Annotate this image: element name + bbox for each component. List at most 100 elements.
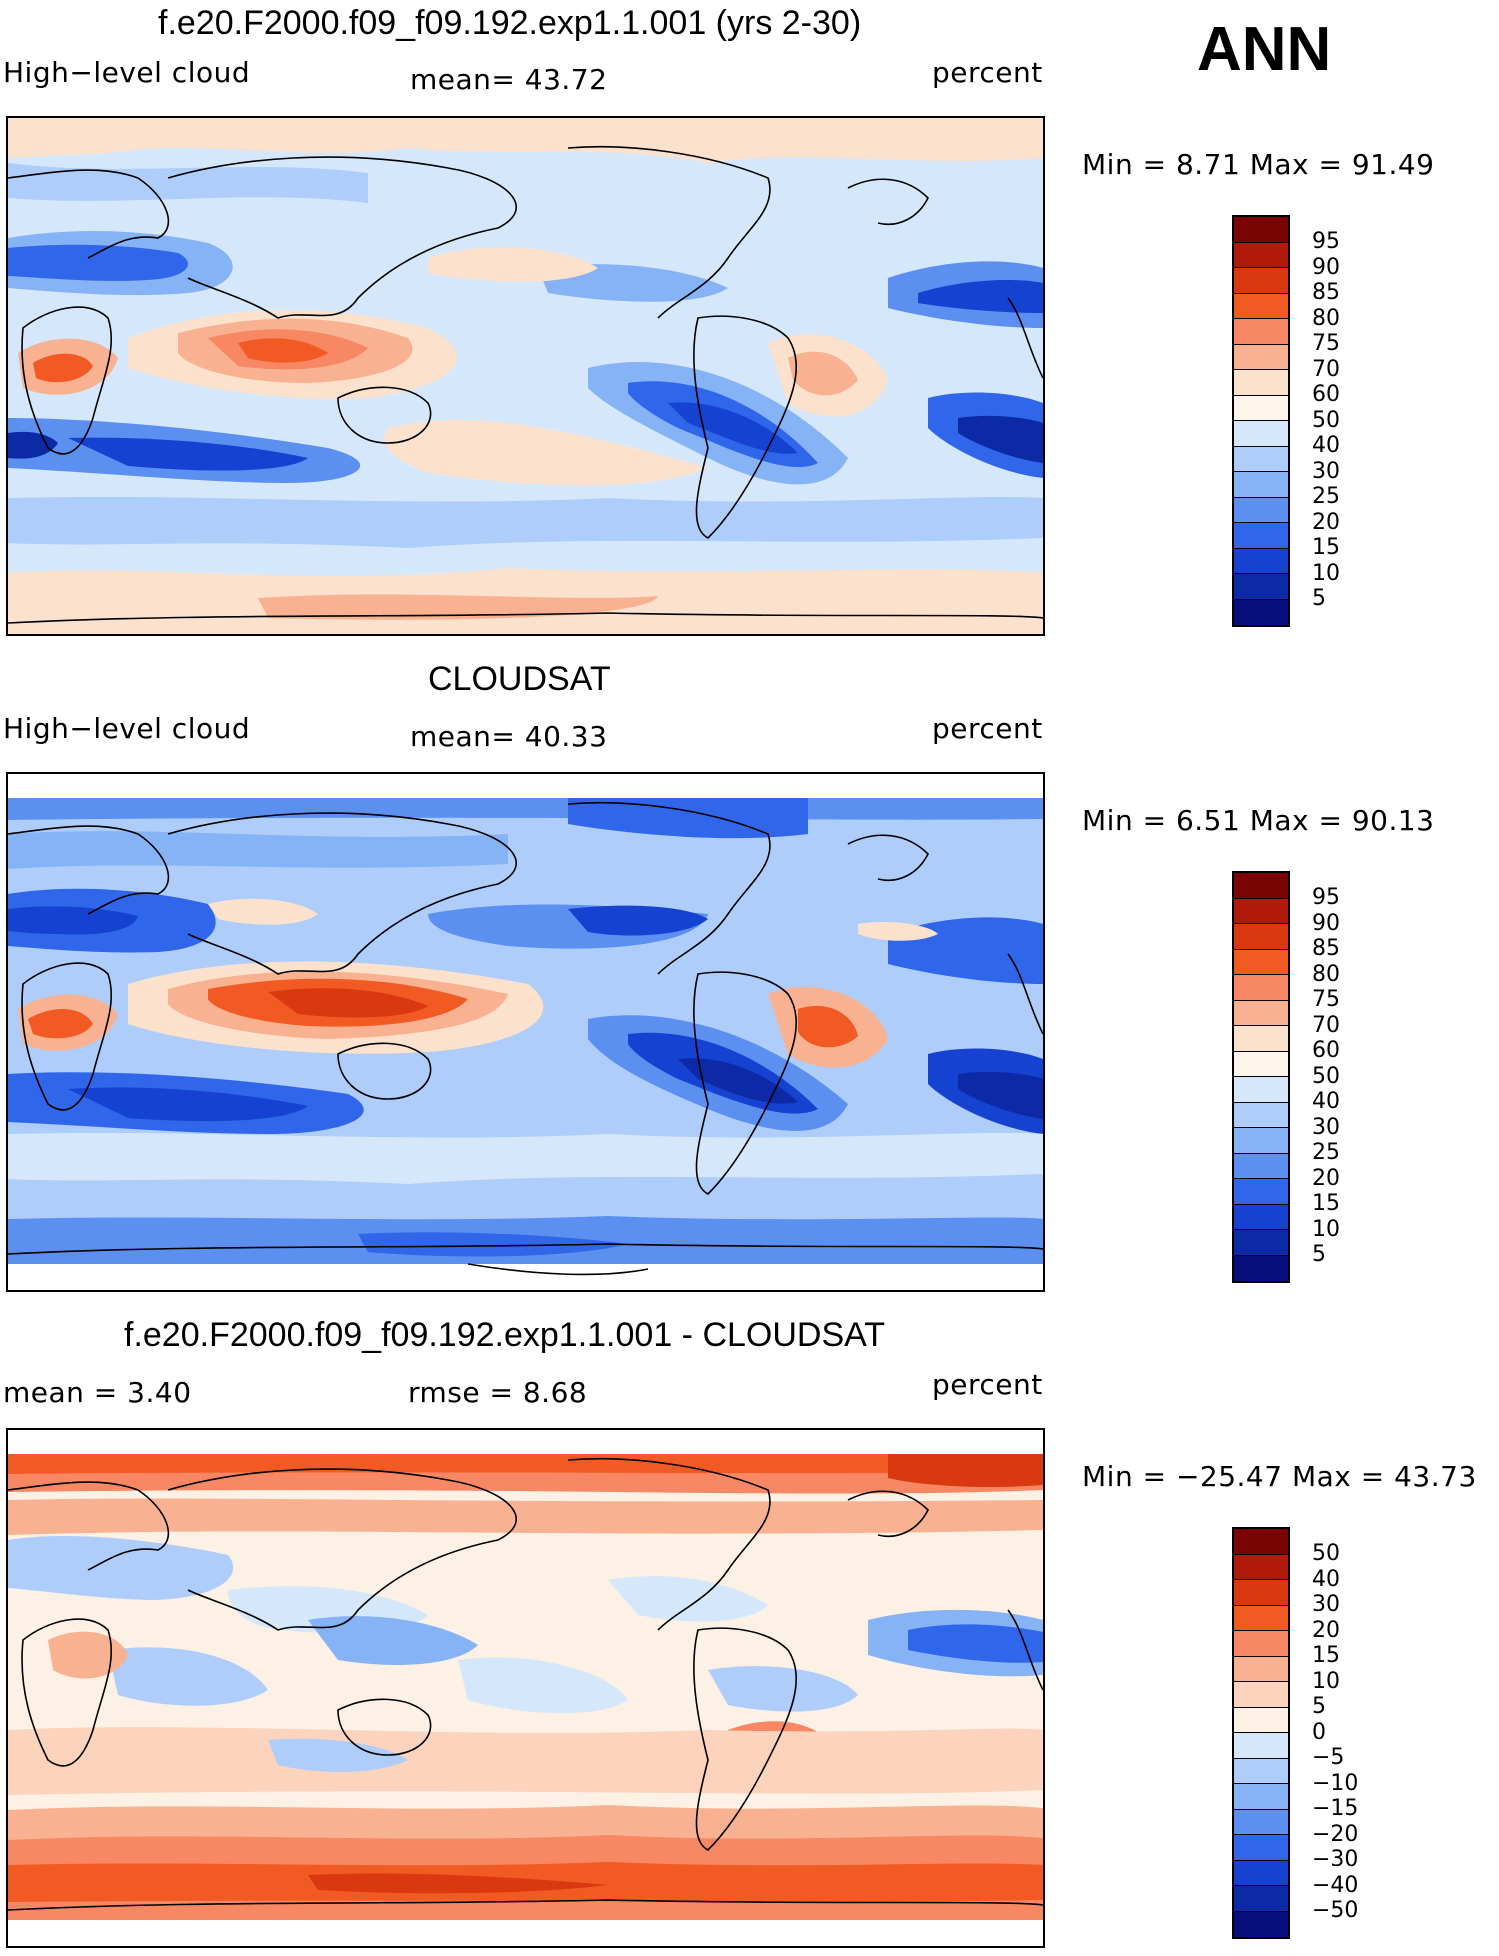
colorbar-swatch — [1234, 1656, 1288, 1682]
colorbar-label: 5 — [1312, 586, 1326, 611]
colorbar-label: 25 — [1312, 484, 1340, 509]
colorbar-label: 15 — [1312, 1191, 1340, 1216]
panel2-unit: percent — [932, 712, 1043, 745]
colorbar-swatch — [1234, 1026, 1288, 1052]
colorbar-label: 5 — [1312, 1242, 1326, 1267]
panel3-title: f.e20.F2000.f09_f09.192.exp1.1.001 - CLO… — [124, 1316, 886, 1354]
colorbar-swatch — [1234, 395, 1288, 421]
colorbar-label: 40 — [1312, 1089, 1340, 1114]
colorbar-label: −10 — [1312, 1771, 1359, 1796]
colorbar-swatch — [1234, 975, 1288, 1001]
panel2-variable: High−level cloud — [3, 712, 251, 745]
colorbar-swatch — [1234, 1835, 1288, 1861]
colorbar-label: 70 — [1312, 357, 1340, 382]
colorbar-label: 0 — [1312, 1720, 1326, 1745]
colorbar-label: 70 — [1312, 1013, 1340, 1038]
colorbar-swatch — [1234, 217, 1288, 243]
colorbar-swatch — [1234, 1911, 1288, 1937]
colorbar-swatch — [1234, 370, 1288, 396]
colorbar-swatch — [1234, 497, 1288, 523]
colorbar-swatch — [1234, 1886, 1288, 1912]
colorbar-label: 75 — [1312, 331, 1340, 356]
colorbar-swatch — [1234, 1153, 1288, 1179]
panel1-title: f.e20.F2000.f09_f09.192.exp1.1.001 (yrs … — [158, 4, 862, 42]
panel1-colorbar — [1232, 215, 1290, 627]
colorbar-swatch — [1234, 1860, 1288, 1886]
colorbar-label: −5 — [1312, 1745, 1345, 1770]
panel1-map — [6, 116, 1045, 636]
panel1-minmax: Min = 8.71 Max = 91.49 — [1082, 148, 1435, 181]
colorbar-swatch — [1234, 446, 1288, 472]
colorbar-swatch — [1234, 1529, 1288, 1555]
season-label: ANN — [1197, 15, 1332, 84]
colorbar-swatch — [1234, 1554, 1288, 1580]
panel3-mean: mean = 3.40 — [3, 1376, 192, 1409]
colorbar-swatch — [1234, 1580, 1288, 1606]
colorbar-label: 60 — [1312, 382, 1340, 407]
colorbar-swatch — [1234, 1128, 1288, 1154]
colorbar-swatch — [1234, 319, 1288, 345]
colorbar-swatch — [1234, 1077, 1288, 1103]
panel1-unit: percent — [932, 56, 1043, 89]
colorbar-label: 95 — [1312, 229, 1340, 254]
colorbar-label: 85 — [1312, 280, 1340, 305]
colorbar-label: 10 — [1312, 1669, 1340, 1694]
colorbar-label: 75 — [1312, 987, 1340, 1012]
colorbar-label: −20 — [1312, 1822, 1359, 1847]
colorbar-swatch — [1234, 472, 1288, 498]
colorbar-swatch — [1234, 1605, 1288, 1631]
colorbar-swatch — [1234, 1682, 1288, 1708]
colorbar-swatch — [1234, 1758, 1288, 1784]
colorbar-swatch — [1234, 1707, 1288, 1733]
colorbar-label: 80 — [1312, 962, 1340, 987]
colorbar-swatch — [1234, 293, 1288, 319]
colorbar-label: 95 — [1312, 885, 1340, 910]
panel3-minmax: Min = −25.47 Max = 43.73 — [1082, 1460, 1477, 1493]
colorbar-label: 20 — [1312, 1166, 1340, 1191]
panel3-rmse: rmse = 8.68 — [408, 1376, 588, 1409]
panel3-unit: percent — [932, 1368, 1043, 1401]
panel2-title: CLOUDSAT — [428, 660, 611, 698]
panel2-colorbar — [1232, 871, 1290, 1283]
colorbar-swatch — [1234, 1179, 1288, 1205]
colorbar-label: 85 — [1312, 936, 1340, 961]
colorbar-label: 15 — [1312, 535, 1340, 560]
colorbar-label: 30 — [1312, 459, 1340, 484]
colorbar-label: 50 — [1312, 1541, 1340, 1566]
colorbar-swatch — [1234, 1631, 1288, 1657]
colorbar-swatch — [1234, 1102, 1288, 1128]
panel3-colorbar — [1232, 1527, 1290, 1939]
colorbar-swatch — [1234, 1809, 1288, 1835]
panel2-minmax: Min = 6.51 Max = 90.13 — [1082, 804, 1435, 837]
colorbar-swatch — [1234, 574, 1288, 600]
colorbar-swatch — [1234, 421, 1288, 447]
colorbar-label: 15 — [1312, 1643, 1340, 1668]
colorbar-label: −40 — [1312, 1873, 1359, 1898]
colorbar-swatch — [1234, 268, 1288, 294]
colorbar-swatch — [1234, 1784, 1288, 1810]
colorbar-label: 90 — [1312, 255, 1340, 280]
colorbar-swatch — [1234, 1230, 1288, 1256]
colorbar-swatch — [1234, 949, 1288, 975]
colorbar-swatch — [1234, 523, 1288, 549]
colorbar-swatch — [1234, 1733, 1288, 1759]
colorbar-label: 10 — [1312, 1217, 1340, 1242]
colorbar-swatch — [1234, 344, 1288, 370]
panel1-mean: mean= 43.72 — [410, 63, 608, 96]
panel2-mean: mean= 40.33 — [410, 720, 608, 753]
colorbar-swatch — [1234, 1255, 1288, 1281]
colorbar-label: 30 — [1312, 1592, 1340, 1617]
colorbar-swatch — [1234, 873, 1288, 899]
colorbar-label: −50 — [1312, 1898, 1359, 1923]
colorbar-swatch — [1234, 1051, 1288, 1077]
colorbar-label: −30 — [1312, 1847, 1359, 1872]
colorbar-swatch — [1234, 599, 1288, 625]
colorbar-label: 90 — [1312, 911, 1340, 936]
colorbar-label: 25 — [1312, 1140, 1340, 1165]
colorbar-label: 20 — [1312, 510, 1340, 535]
panel1-variable: High−level cloud — [3, 56, 251, 89]
panel2-map — [6, 772, 1045, 1292]
panel3-map — [6, 1428, 1045, 1948]
colorbar-label: 50 — [1312, 1064, 1340, 1089]
colorbar-label: 20 — [1312, 1618, 1340, 1643]
